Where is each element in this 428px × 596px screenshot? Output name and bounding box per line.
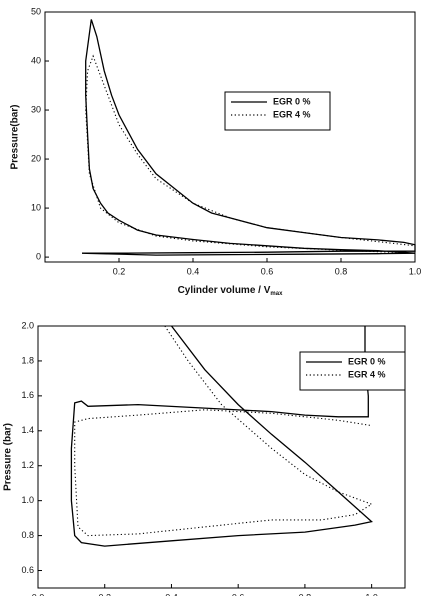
x-tick-label: 0.8	[299, 592, 312, 596]
legend-box	[224, 91, 331, 131]
y-tick-label: 50	[31, 6, 41, 16]
x-axis-label-sub: max	[270, 291, 283, 297]
x-tick-label: 0.8	[335, 266, 348, 276]
x-axis-label-main: Cylinder volume / V	[178, 285, 271, 296]
x-tick-label: 0.2	[113, 266, 126, 276]
legend-label: EGR 0 %	[273, 96, 311, 106]
x-tick-label: 0.4	[187, 266, 200, 276]
y-axis-label: Pressure(bar)	[10, 104, 21, 169]
series-line	[81, 19, 416, 256]
x-tick-label: 1.0	[365, 592, 378, 596]
y-tick-label: 30	[31, 104, 41, 114]
x-tick-label: 1.0	[409, 266, 422, 276]
y-tick-label: 2.0	[21, 320, 34, 330]
series-line	[70, 325, 373, 547]
legend-label: EGR 4 %	[273, 109, 311, 119]
y-tick-label: 1.2	[21, 460, 34, 470]
y-tick-label: 1.6	[21, 390, 34, 400]
legend-label: EGR 4 %	[348, 369, 386, 379]
y-tick-label: 1.0	[21, 495, 34, 505]
y-tick-label: 0.8	[21, 530, 34, 540]
y-tick-label: 1.8	[21, 355, 34, 365]
x-tick-label: 0.6	[232, 592, 245, 596]
series-line	[85, 54, 416, 254]
plot-frame	[37, 325, 406, 589]
x-tick-label: 0.6	[261, 266, 274, 276]
y-tick-label: 0	[36, 251, 41, 261]
y-tick-label: 40	[31, 55, 41, 65]
plot-frame	[44, 11, 416, 263]
legend-label: EGR 0 %	[348, 356, 386, 366]
y-tick-label: 1.4	[21, 425, 34, 435]
x-axis-label: Cylinder volume / Vmax	[178, 285, 283, 297]
x-tick-label: 0.4	[165, 592, 178, 596]
y-axis-label: Pressure (bar)	[3, 423, 14, 491]
y-tick-label: 20	[31, 153, 41, 163]
y-tick-label: 0.6	[21, 565, 34, 575]
legend-box	[299, 351, 406, 391]
x-tick-label: 0.2	[98, 592, 111, 596]
y-tick-label: 10	[31, 202, 41, 212]
x-tick-label: 0.0	[32, 592, 45, 596]
